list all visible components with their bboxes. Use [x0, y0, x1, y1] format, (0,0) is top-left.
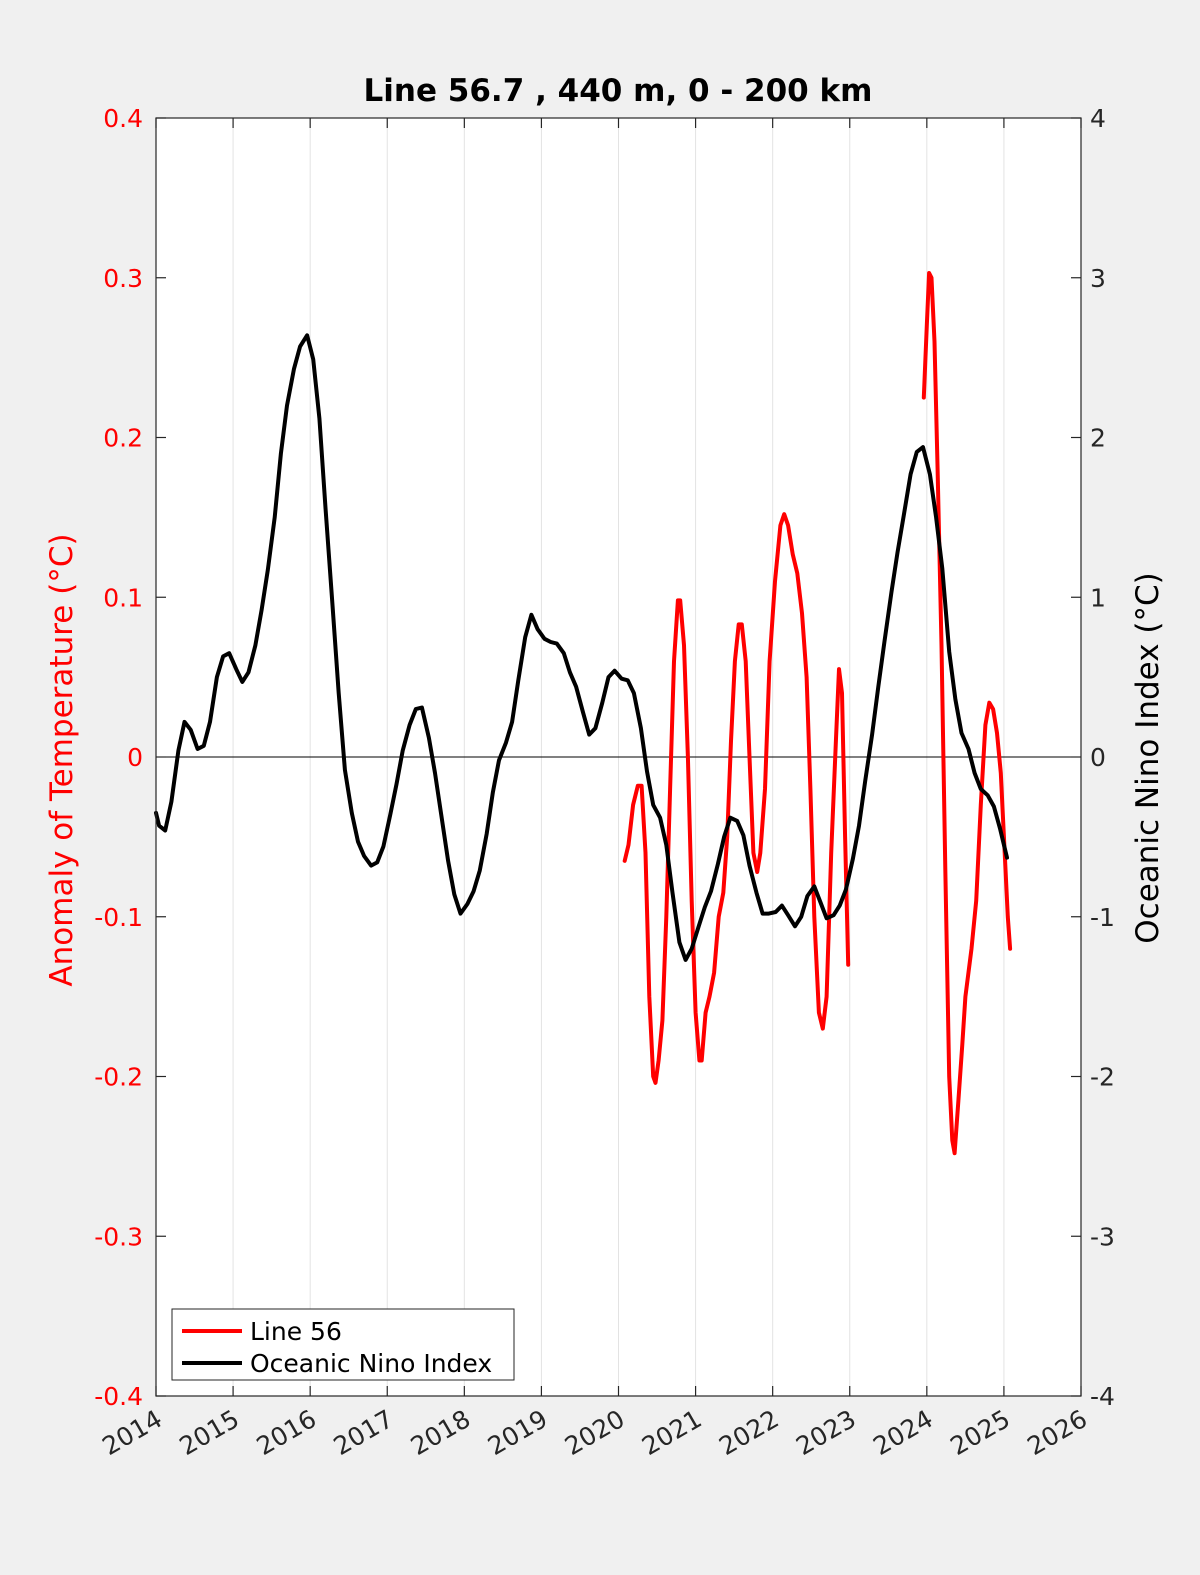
legend-label-oni: Oceanic Nino Index: [250, 1349, 492, 1378]
y-right-tick-label: -4: [1090, 1382, 1115, 1411]
series-layer: [154, 271, 1013, 1156]
series-line56-segment-0: [622, 512, 851, 1085]
y-left-tick-label: 0: [127, 743, 143, 772]
y-left-tick-label: 0.1: [103, 583, 143, 612]
y-right-tick-label: -1: [1090, 903, 1115, 932]
y-right-tick-label: 1: [1090, 583, 1106, 612]
series-line56-segment-1: [921, 271, 1013, 1156]
y-left-tick-label: 0.2: [103, 424, 143, 453]
series-oni-segment-0: [154, 333, 1009, 962]
y-right-tick-label: 2: [1090, 424, 1106, 453]
legend: Line 56 Oceanic Nino Index: [171, 1308, 515, 1381]
y-left-tick-label: 0.4: [103, 104, 143, 133]
chart-title: Line 56.7 , 440 m, 0 - 200 km: [364, 73, 873, 109]
y-left-tick-label: -0.1: [94, 903, 143, 932]
y-axis-right-label: Oceanic Nino Index (°C): [1130, 572, 1166, 943]
y-right-tick-label: -2: [1090, 1063, 1115, 1092]
y-right-tick-label: -3: [1090, 1222, 1115, 1251]
y-right-tick-label: 0: [1090, 743, 1106, 772]
legend-label-line56: Line 56: [250, 1317, 342, 1346]
y-axis-left-label: Anomaly of Temperature (°C): [44, 533, 80, 986]
y-left-tick-label: -0.3: [94, 1222, 143, 1251]
y-right-tick-label: 4: [1090, 104, 1106, 133]
y-right-tick-label: 3: [1090, 264, 1106, 293]
y-left-tick-label: -0.4: [94, 1382, 143, 1411]
legend-box: [171, 1308, 515, 1381]
y-left-tick-label: 0.3: [103, 264, 143, 293]
y-left-tick-label: -0.2: [94, 1063, 143, 1092]
